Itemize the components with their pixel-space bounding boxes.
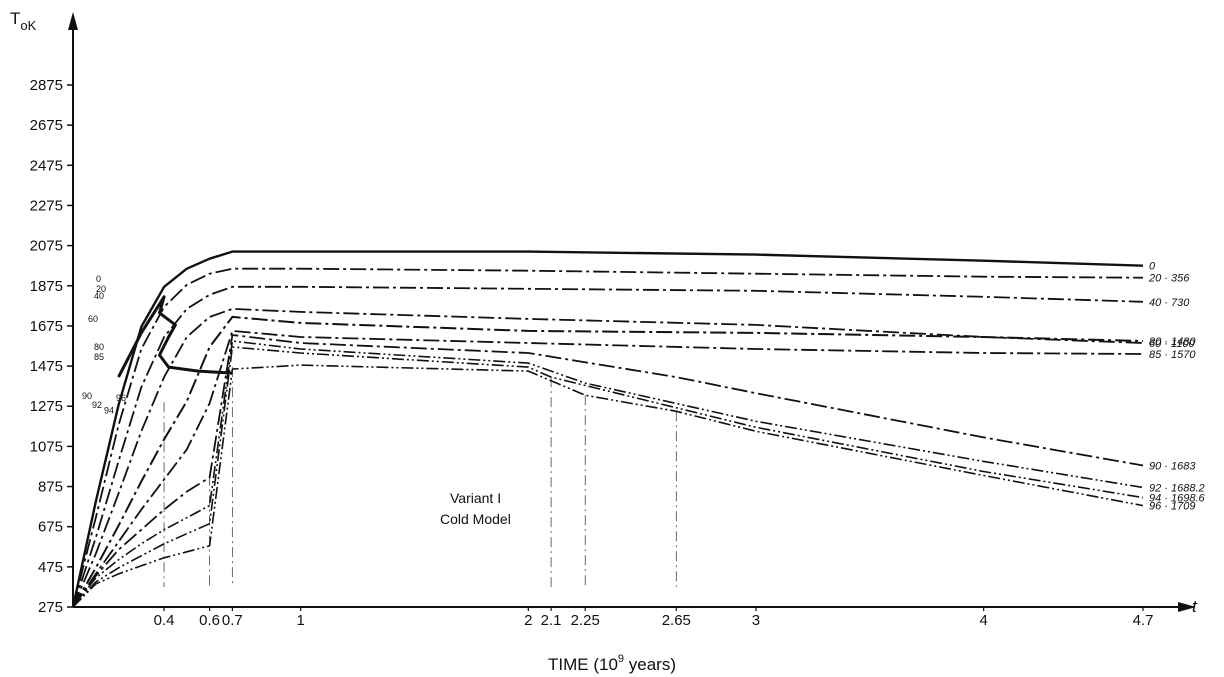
series-end-label-90: 90 · 1683 <box>1149 460 1196 472</box>
series-line-96 <box>72 364 1144 608</box>
series-line-20 <box>72 267 1144 608</box>
annotation-line-2: Cold Model <box>440 511 511 527</box>
side-label: 60 <box>88 314 98 324</box>
y-tick-label: 275 <box>38 599 63 616</box>
side-label: 40 <box>94 291 104 301</box>
side-label: 85 <box>94 352 104 362</box>
series-line-90 <box>72 334 1144 608</box>
x-axis-arrow <box>1178 602 1196 612</box>
series-line-92 <box>72 340 1144 608</box>
x-tick-label: 2.25 <box>571 612 600 629</box>
x-tick-label: 1 <box>296 612 304 629</box>
y-tick-label: 2675 <box>30 117 63 134</box>
series-end-label-94: 94 · 1698.6 <box>1149 493 1206 505</box>
series-end-label-85: 85 · 1570 <box>1149 349 1196 361</box>
x-tick-label: 0.6 <box>199 612 220 629</box>
y-tick-label: 675 <box>38 519 63 536</box>
x-axis-symbol: t <box>1192 597 1198 616</box>
series-line-85 <box>72 329 1144 608</box>
y-tick-label: 2275 <box>30 197 63 214</box>
transition-curve <box>117 295 233 378</box>
axes <box>68 12 1196 612</box>
x-tick-label: 4.7 <box>1133 612 1154 629</box>
x-tick-label: 3 <box>752 612 760 629</box>
side-label: 90 <box>82 391 92 401</box>
y-tick-label: 1475 <box>30 358 63 375</box>
y-axis-label: ToK <box>10 9 37 33</box>
series-line-94 <box>72 346 1144 608</box>
series-end-label-92: 92 · 1688.2 <box>1149 483 1205 495</box>
y-tick-labels: 275 475 675 875 1075 1275 1475 1675 1875 2075 2275… <box>30 77 73 616</box>
series-end-label-80: 80 · 1480 <box>1149 336 1196 348</box>
series-lines <box>71 250 1144 608</box>
x-axis-label: TIME (109 years) <box>548 653 676 674</box>
x-tick-label: 4 <box>979 612 987 629</box>
annotation-line-1: Variant I <box>450 490 501 506</box>
guide-lines <box>163 367 677 587</box>
side-label: 92 <box>92 400 102 410</box>
y-tick-label: 1675 <box>30 318 63 335</box>
y-tick-label: 2875 <box>30 77 63 94</box>
x-tick-labels: 0.4 0.6 0.7 1 2 2.1 2.25 2.65 3 4 4.7 <box>154 607 1154 629</box>
side-label: 0 <box>96 274 101 284</box>
x-tick-label: 2 <box>524 612 532 629</box>
x-tick-label: 2.65 <box>662 612 691 629</box>
side-label: 80 <box>94 342 104 352</box>
y-tick-label: 1875 <box>30 278 63 295</box>
x-tick-label: 0.4 <box>154 612 175 629</box>
x-tick-label: 2.1 <box>541 612 562 629</box>
side-label: 96 <box>116 393 126 403</box>
y-tick-label: 2075 <box>30 238 63 255</box>
series-line-40 <box>72 285 1144 608</box>
y-tick-label: 475 <box>38 559 63 576</box>
x-tick-label: 0.7 <box>222 612 243 629</box>
y-tick-label: 875 <box>38 479 63 496</box>
side-label: 94 <box>104 405 114 415</box>
y-axis-arrow <box>68 12 78 30</box>
series-line-80 <box>72 315 1144 608</box>
y-tick-label: 1275 <box>30 398 63 415</box>
series-end-label-40: 40 · 730 <box>1149 297 1190 309</box>
series-end-label-96: 96 · 1709 <box>1149 501 1195 513</box>
series-end-label-20: 20 · 356 <box>1148 273 1190 285</box>
series-line-60 <box>72 307 1144 608</box>
y-tick-label: 2475 <box>30 157 63 174</box>
side-label: 20 <box>96 284 106 294</box>
series-end-label-0: 0 <box>1149 261 1156 273</box>
series-line-0 <box>71 250 1144 608</box>
y-tick-label: 1075 <box>30 438 63 455</box>
series-end-label-60: 60 · 1100 <box>1149 338 1196 350</box>
